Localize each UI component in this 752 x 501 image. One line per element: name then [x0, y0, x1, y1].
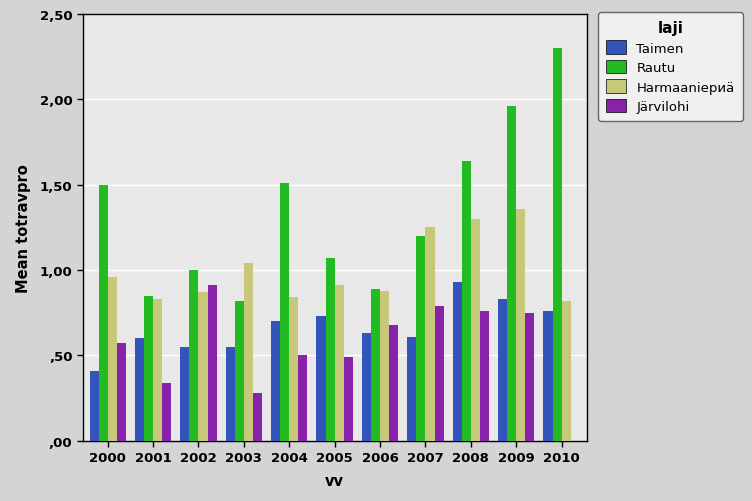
Bar	[208, 286, 217, 441]
Bar	[435, 306, 444, 441]
Bar	[553, 49, 562, 441]
Bar	[271, 322, 280, 441]
Bar	[462, 161, 471, 441]
Bar	[226, 347, 235, 441]
Bar	[244, 264, 253, 441]
Bar	[562, 301, 571, 441]
Bar	[417, 236, 426, 441]
Bar	[453, 283, 462, 441]
Bar	[480, 312, 489, 441]
Bar	[89, 371, 99, 441]
Bar	[371, 289, 380, 441]
Bar	[280, 184, 290, 441]
Bar	[344, 357, 353, 441]
Bar	[380, 291, 389, 441]
Bar	[426, 228, 435, 441]
Bar	[544, 312, 553, 441]
Bar	[507, 107, 516, 441]
Bar	[108, 278, 117, 441]
Y-axis label: Mean totravpro: Mean totravpro	[17, 164, 32, 292]
Bar	[290, 298, 299, 441]
Legend: Taimen, Rautu, Harmaaniериä, Järvilohi: Taimen, Rautu, Harmaaniериä, Järvilohi	[598, 13, 743, 122]
Bar	[162, 383, 171, 441]
Bar	[317, 317, 326, 441]
Bar	[117, 344, 126, 441]
Bar	[135, 339, 144, 441]
Bar	[335, 286, 344, 441]
Bar	[389, 325, 399, 441]
Bar	[362, 334, 371, 441]
X-axis label: vv: vv	[325, 472, 344, 487]
Bar	[526, 313, 535, 441]
Bar	[199, 293, 208, 441]
Bar	[235, 301, 244, 441]
Bar	[144, 296, 153, 441]
Bar	[326, 259, 335, 441]
Bar	[180, 347, 190, 441]
Bar	[498, 300, 507, 441]
Bar	[190, 271, 199, 441]
Bar	[299, 356, 308, 441]
Bar	[99, 185, 108, 441]
Bar	[471, 219, 480, 441]
Bar	[516, 209, 526, 441]
Bar	[408, 337, 417, 441]
Bar	[153, 300, 162, 441]
Bar	[253, 393, 262, 441]
